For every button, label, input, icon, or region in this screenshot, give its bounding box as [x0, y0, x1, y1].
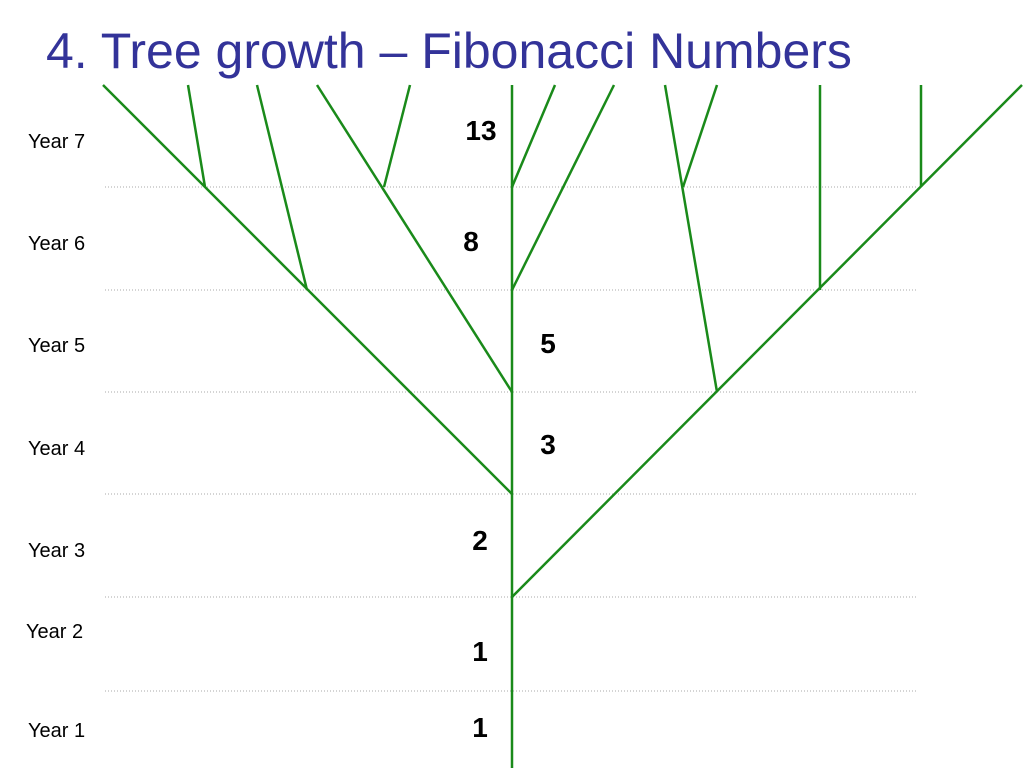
year-labels: Year 7 Year 6 Year 5 Year 4 Year 3 Year …	[26, 131, 85, 742]
count: 2	[472, 525, 488, 556]
counts: 13 8 5 3 2 1 1	[463, 115, 556, 743]
year-label: Year 2	[26, 621, 83, 643]
count: 1	[472, 712, 488, 743]
year-label: Year 6	[28, 233, 85, 255]
branch	[510, 84, 557, 188]
branch	[315, 84, 514, 393]
year-label: Year 3	[28, 540, 85, 562]
count: 3	[540, 429, 556, 460]
count: 8	[463, 226, 479, 257]
count: 1	[472, 636, 488, 667]
tree	[102, 84, 1023, 768]
branch	[382, 84, 412, 188]
branch	[510, 84, 616, 291]
count: 5	[540, 328, 556, 359]
branch	[681, 84, 719, 188]
year-label: Year 5	[28, 335, 85, 357]
branch	[255, 84, 309, 291]
branch	[511, 84, 1023, 598]
year-label: Year 1	[28, 720, 85, 742]
count: 13	[465, 115, 496, 146]
branch	[663, 84, 719, 393]
year-label: Year 4	[28, 438, 85, 460]
branch	[186, 84, 207, 188]
year-label: Year 7	[28, 131, 85, 153]
year-separators	[105, 186, 918, 692]
title: 4. Tree growth – Fibonacci Numbers	[46, 23, 852, 79]
